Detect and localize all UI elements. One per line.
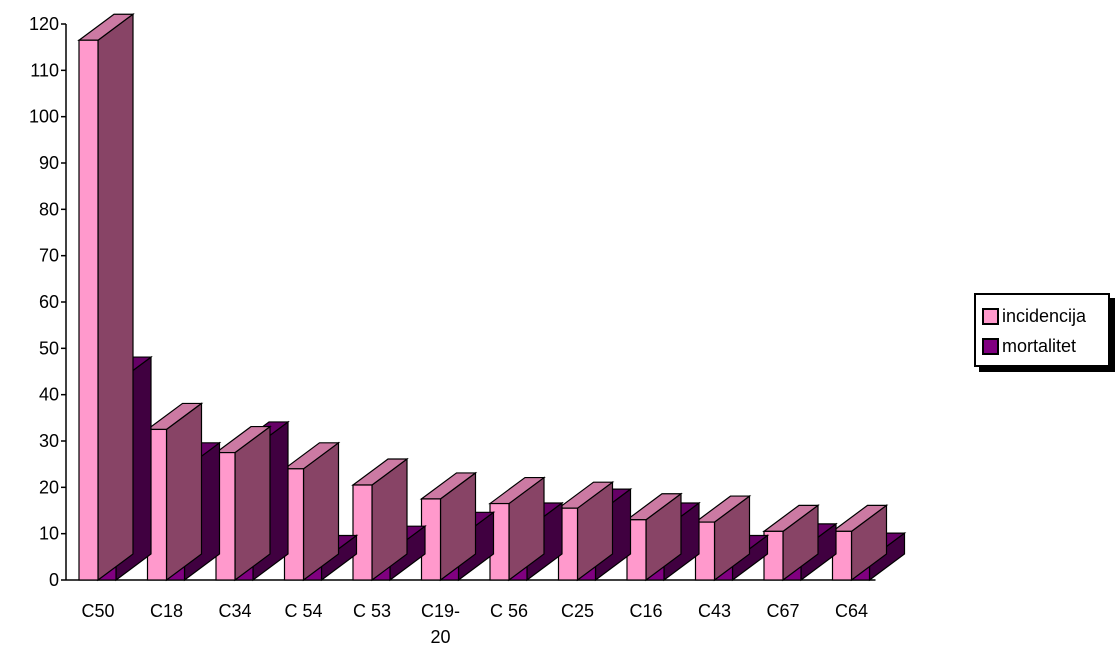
bar-side — [97, 13, 134, 582]
bar-incidencija-0 — [77, 13, 135, 582]
bar-side — [234, 425, 271, 582]
axis-layer — [61, 23, 876, 581]
y-tick-label: 100 — [29, 107, 59, 127]
bar-incidencija-10 — [762, 504, 820, 582]
bar-incidencija-7 — [556, 480, 615, 582]
y-tick-label: 0 — [49, 570, 59, 590]
x-tick-label: C64 — [835, 601, 868, 621]
x-tick-label: C 56 — [490, 601, 528, 621]
x-tick-label: C43 — [698, 601, 731, 621]
bar-side — [165, 402, 203, 582]
x-tick-label: C18 — [150, 601, 183, 621]
y-tick-label: 80 — [39, 199, 59, 219]
x-tick-label: C25 — [561, 601, 594, 621]
legend: incidencija mortalitet — [974, 293, 1110, 367]
y-tick-label: 50 — [39, 338, 59, 358]
bar-incidencija-2 — [214, 425, 272, 582]
y-tick-label: 30 — [39, 431, 59, 451]
bars-layer — [77, 13, 907, 582]
legend-swatch-incidencija — [982, 307, 999, 325]
y-tick-label: 40 — [39, 385, 59, 405]
bar-incidencija-6 — [488, 476, 546, 582]
legend-item-mortalitet: mortalitet — [982, 331, 1108, 361]
bar-incidencija-1 — [145, 402, 204, 582]
bar-incidencija-4 — [351, 457, 409, 582]
y-tick-label: 20 — [39, 477, 59, 497]
bar-front — [352, 484, 373, 581]
labels-layer: 0 10 20 30 40 50 60 70 80 90 100 110 120 C50 C18 C34 C 5… — [29, 14, 868, 647]
bar-incidencija-11 — [830, 504, 889, 582]
x-tick-label: 20 — [430, 627, 450, 647]
legend-item-incidencija: incidencija — [982, 301, 1108, 331]
y-tick-label: 70 — [39, 246, 59, 266]
x-tick-label: C19- — [421, 601, 460, 621]
bar-incidencija-9 — [693, 494, 752, 582]
legend-swatch-mortalitet — [982, 337, 999, 355]
x-tick-label: C 53 — [353, 601, 391, 621]
bar-front — [78, 39, 99, 581]
bar-incidencija-3 — [282, 441, 341, 582]
y-tick-label: 110 — [30, 60, 59, 80]
legend-label-incidencija: incidencija — [1002, 305, 1087, 326]
bar-incidencija-8 — [625, 492, 683, 582]
x-tick-label: C 54 — [284, 601, 322, 621]
x-tick-label: C16 — [629, 601, 662, 621]
x-tick-label: C50 — [81, 601, 114, 621]
x-tick-label: C34 — [218, 601, 251, 621]
y-tick-label: 10 — [39, 524, 59, 544]
y-tick-label: 60 — [39, 292, 59, 312]
legend-label-mortalitet: mortalitet — [1002, 335, 1077, 356]
bar-incidencija-5 — [419, 471, 478, 582]
y-tick-label: 120 — [29, 14, 59, 34]
y-tick-label: 90 — [39, 153, 59, 173]
x-tick-label: C67 — [766, 601, 799, 621]
